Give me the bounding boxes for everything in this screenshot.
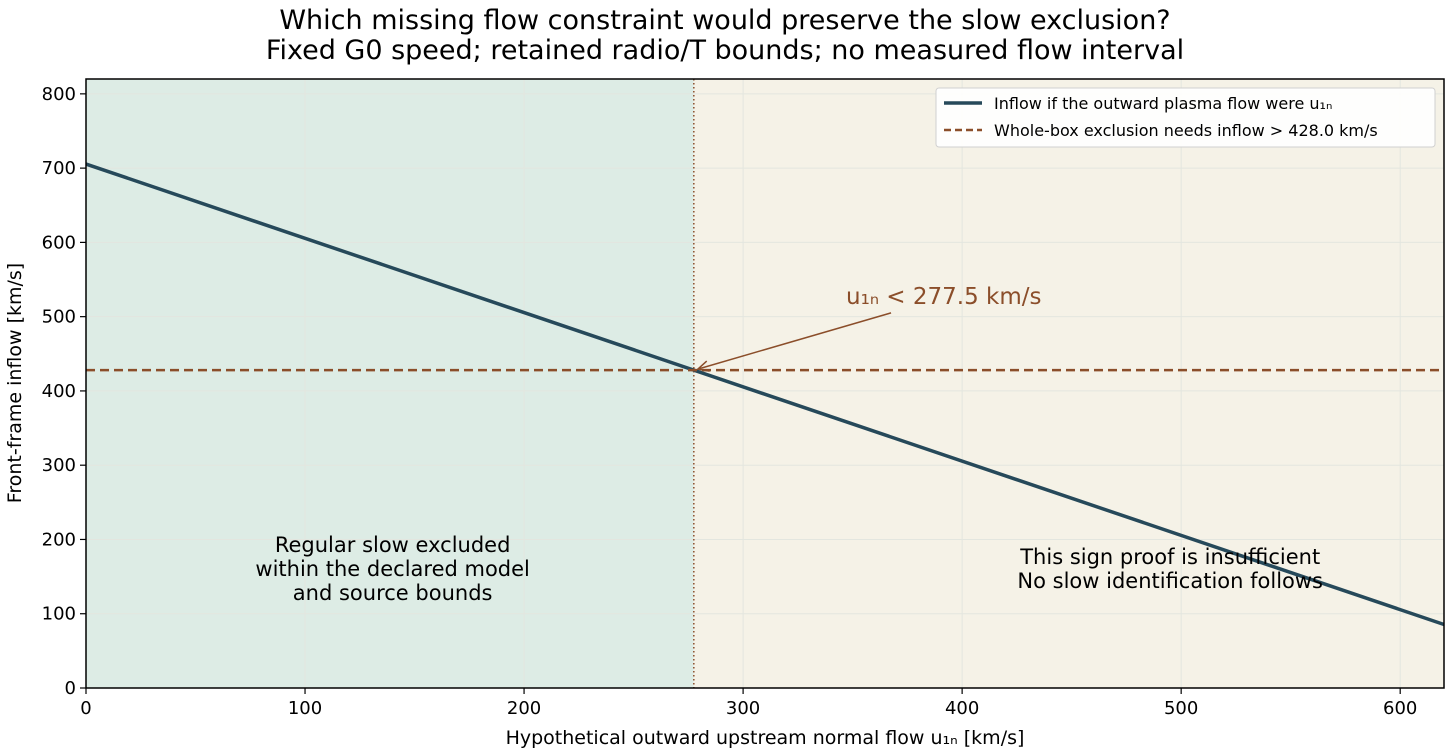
region-label-0-line-0: Regular slow excluded: [275, 533, 511, 557]
annotation-text: u₁ₙ < 277.5 km/s: [846, 284, 1041, 310]
region-background-1: [693, 79, 1444, 688]
x-tick-label: 200: [507, 698, 541, 719]
legend-label-0: Inflow if the outward plasma flow were u…: [994, 94, 1332, 113]
y-axis: 0 100 200 300 400 500 600 700 800: [42, 84, 86, 699]
chart-title: Which missing flow constraint would pres…: [266, 5, 1184, 66]
y-tick-label: 300: [42, 455, 76, 476]
x-tick-label: 400: [945, 698, 979, 719]
y-tick-label: 500: [42, 307, 76, 328]
y-tick-label: 0: [65, 678, 76, 699]
region-label-0-line-2: and source bounds: [293, 581, 493, 605]
legend-box: [935, 87, 1436, 148]
region-label-0-line-1: within the declared model: [255, 557, 530, 581]
annotation-arrow-line: [697, 312, 892, 370]
series-lines: [85, 79, 1445, 688]
region-backgrounds: [86, 79, 1444, 688]
y-tick-label: 200: [42, 529, 76, 550]
x-axis-label: Hypothetical outward upstream normal flo…: [506, 727, 1025, 749]
chart-title-line-1: Which missing flow constraint would pres…: [279, 5, 1170, 36]
y-axis-label: Front-frame inflow [km/s]: [4, 263, 26, 503]
threshold-annotation: u₁ₙ < 277.5 km/s: [696, 284, 1042, 372]
x-axis: 0 100 200 300 400 500 600: [80, 688, 1417, 719]
x-tick-label: 100: [288, 698, 322, 719]
annotation-arrow-head: [696, 360, 710, 372]
series-line-0: [85, 162, 1445, 627]
y-tick-label: 600: [42, 232, 76, 253]
chart-title-line-2: Fixed G0 speed; retained radio/T bounds;…: [266, 35, 1184, 66]
x-tick-label: 600: [1383, 698, 1417, 719]
y-tick-label: 400: [42, 381, 76, 402]
region-label-1-line-1: No slow identification follows: [1017, 569, 1323, 593]
legend: Inflow if the outward plasma flow were u…: [935, 87, 1436, 148]
region-background-0: [86, 79, 694, 688]
region-label-1-line-0: This sign proof is insufficient: [1019, 545, 1320, 569]
plot-frame: [85, 78, 1445, 689]
y-tick-label: 100: [42, 604, 76, 625]
x-tick-label: 300: [726, 698, 760, 719]
x-tick-label: 500: [1164, 698, 1198, 719]
x-tick-label: 0: [80, 698, 91, 719]
y-tick-label: 700: [42, 158, 76, 179]
legend-label-1: Whole-box exclusion needs inflow > 428.0…: [994, 121, 1378, 140]
y-tick-label: 800: [42, 84, 76, 105]
